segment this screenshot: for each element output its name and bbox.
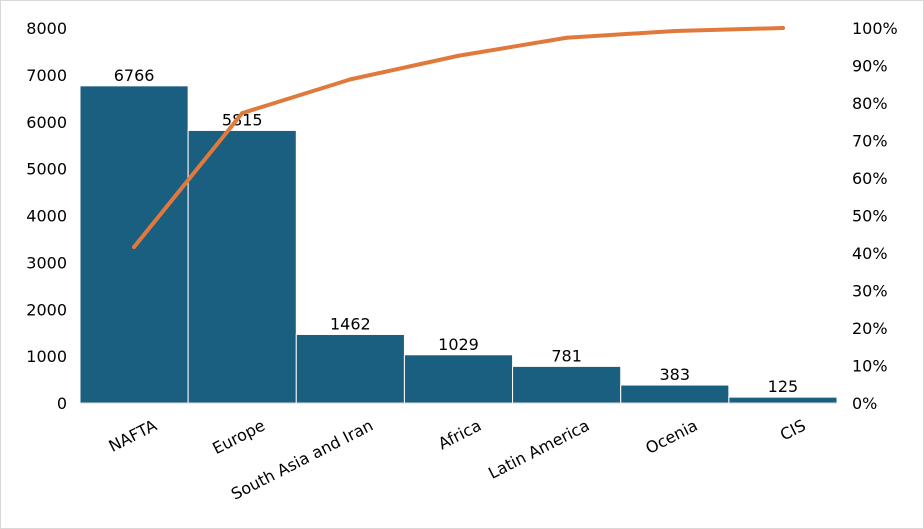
category-label-6: CIS [777,416,809,445]
y-right-tick-5: 50% [852,207,888,226]
category-label-1: Europe [209,416,268,458]
y-left-tick-3: 3000 [26,253,67,272]
y-left-tick-2: 2000 [26,300,67,319]
bar-2 [295,333,405,404]
y-right-tick-0: 0% [852,394,877,413]
data-label-6: 125 [768,377,799,396]
bar-3 [403,354,514,404]
bars-layer [79,85,838,404]
y-left-tick-6: 6000 [26,113,67,132]
y-left-tick-1: 1000 [26,347,67,366]
bar-5 [620,384,730,404]
y-right-tick-9: 90% [852,57,888,76]
category-label-0: NAFTA [106,416,160,456]
line-point-6 [780,26,785,30]
bar-4 [512,365,622,404]
y-left-tick-4: 4000 [26,207,67,226]
y-right-tick-8: 80% [852,94,888,113]
bar-1 [187,129,297,404]
category-label-4: Latin America [485,416,592,483]
line-point-1 [240,111,245,116]
y-right-tick-6: 60% [852,169,888,188]
y-right-tick-3: 30% [852,282,888,301]
line-point-2 [348,77,353,82]
y-left-tick-7: 7000 [26,66,67,85]
data-label-4: 781 [551,346,582,365]
y-right-tick-1: 10% [852,357,888,376]
line-point-4 [564,35,569,40]
line-point-3 [456,53,461,58]
line-point-5 [672,29,677,33]
data-label-2: 1462 [330,314,371,333]
y-right-tick-2: 20% [852,319,888,338]
y-left-tick-8: 8000 [26,19,67,38]
line-layer [132,26,785,249]
y-right-tick-4: 40% [852,244,888,263]
y-left-tick-0: 0 [57,394,67,413]
category-label-3: Africa [435,416,484,454]
y-right-tick-10: 100% [852,19,898,38]
line-point-0 [132,245,137,249]
y-right-tick-7: 70% [852,132,888,151]
data-label-3: 1029 [438,335,479,354]
data-label-5: 383 [660,365,691,384]
data-label-0: 6766 [114,66,155,85]
y-left-tick-5: 5000 [26,160,67,179]
bar-6 [728,396,838,404]
category-label-5: Ocenia [642,416,700,458]
